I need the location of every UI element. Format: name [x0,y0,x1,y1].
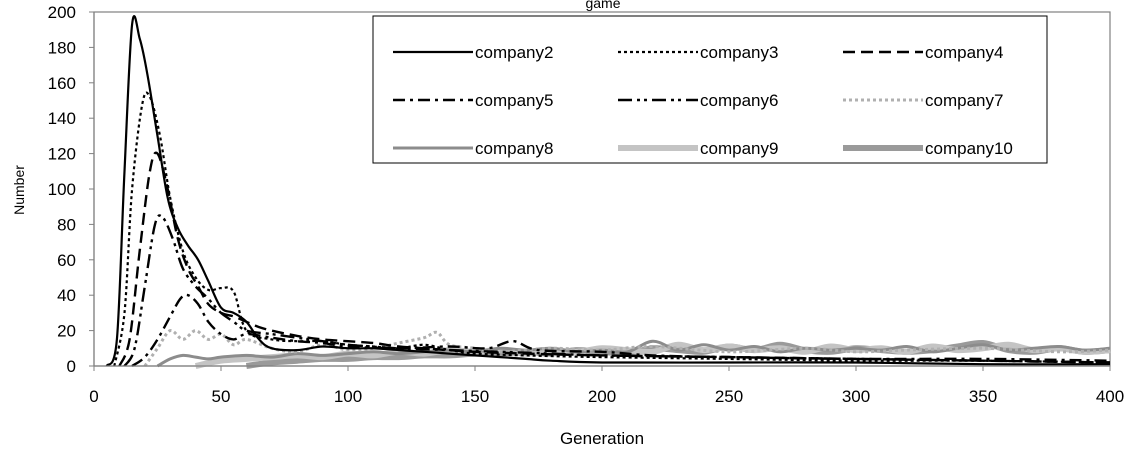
series-line-company5 [131,293,1111,368]
x-tick-label: 250 [715,387,743,406]
legend-label-company5: company5 [475,91,553,110]
series-line-company2 [105,15,1111,367]
legend-box [372,15,1048,164]
y-tick-label: 0 [67,357,76,376]
legend-label-company6: company6 [700,91,778,110]
legend-label-company7: company7 [925,91,1003,110]
legend-label-company2: company2 [475,43,553,62]
x-tick-label: 150 [461,387,489,406]
y-tick-label: 20 [57,322,76,341]
x-tick-label: 350 [969,387,997,406]
series-line-company8 [156,339,1111,368]
legend-label-company9: company9 [700,139,778,158]
series-layer [105,15,1111,369]
x-tick-label: 100 [334,387,362,406]
y-tick-label: 80 [57,215,76,234]
series-line-company7 [143,329,1111,367]
y-tick-label: 160 [48,74,76,93]
y-tick-label: 120 [48,145,76,164]
y-tick-label: 200 [48,3,76,22]
y-tick-label: 40 [57,286,76,305]
x-tick-label: 300 [842,387,870,406]
y-tick-label: 60 [57,251,76,270]
chart-title: game [585,0,620,11]
x-tick-label: 200 [588,387,616,406]
series-line-company3 [113,91,1111,367]
y-tick-label: 180 [48,38,76,57]
x-tick-label: 0 [89,387,98,406]
legend-label-company4: company4 [925,43,1003,62]
y-tick-label: 140 [48,109,76,128]
legend-label-company10: company10 [925,139,1013,158]
x-axis-label: Generation [560,429,644,448]
legend-label-company3: company3 [700,43,778,62]
axes: 0 50 100 150 200 250 300 350 400 0 20 40 60 80 100 120 1… [48,3,1125,406]
y-axis-label: Number [11,165,27,215]
legend-label-company8: company8 [475,139,553,158]
legend: company2 company3 company4 company5 company6… [372,15,1048,164]
y-tick-label: 100 [48,180,76,199]
x-tick-label: 400 [1096,387,1124,406]
x-tick-label: 50 [212,387,231,406]
